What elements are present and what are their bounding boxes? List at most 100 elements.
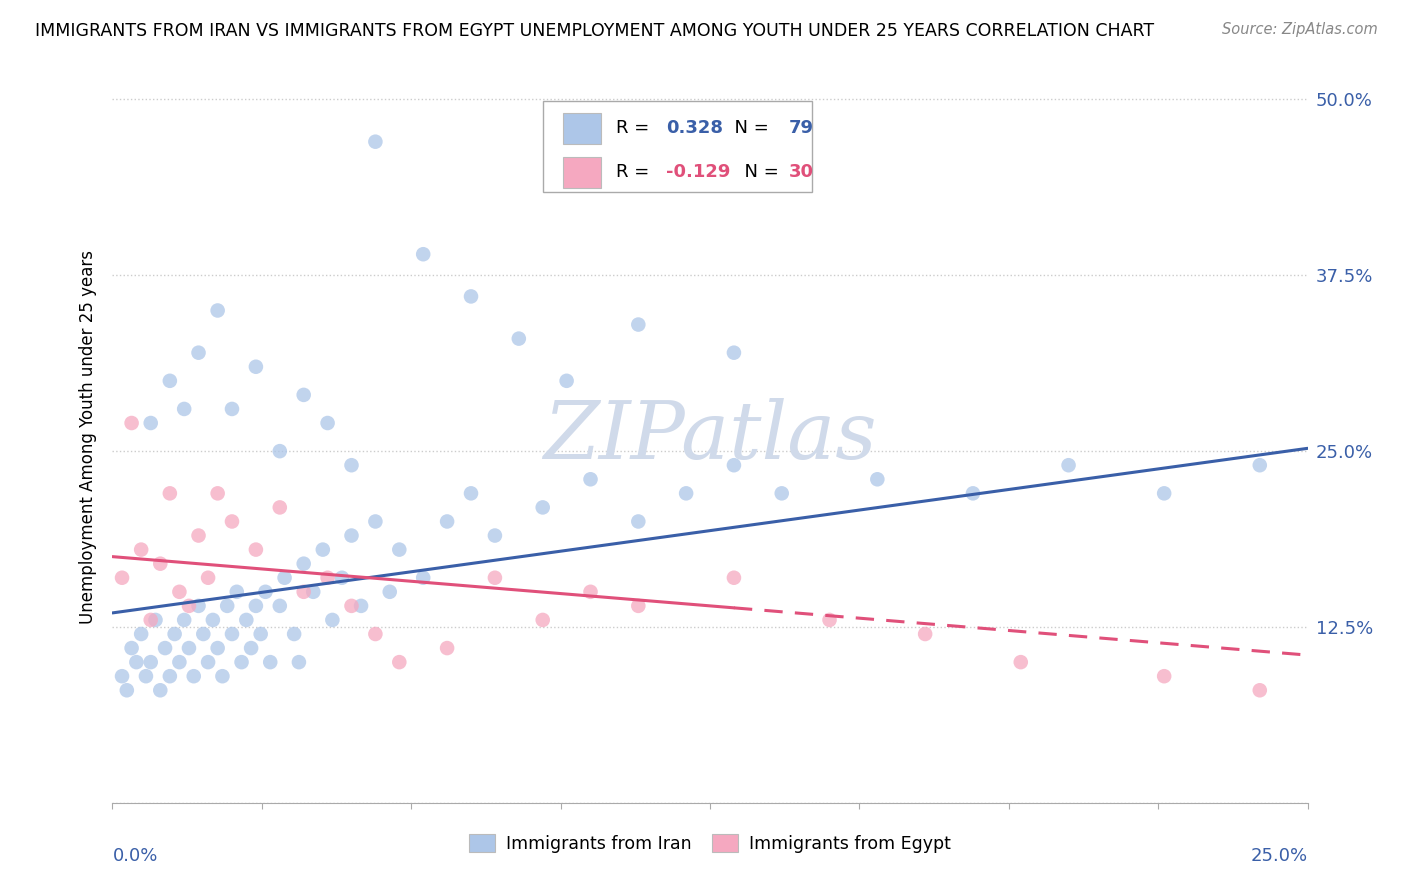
Text: R =: R =	[616, 163, 655, 181]
Point	[149, 683, 172, 698]
Point	[139, 655, 162, 669]
Y-axis label: Unemployment Among Youth under 25 years: Unemployment Among Youth under 25 years	[79, 250, 97, 624]
Point	[173, 401, 195, 416]
Point	[330, 571, 353, 585]
Point	[436, 515, 458, 529]
Text: 25.0%: 25.0%	[1250, 847, 1308, 864]
Point	[207, 486, 229, 500]
Point	[340, 458, 363, 473]
Point	[962, 486, 984, 500]
Point	[193, 627, 215, 641]
Text: N =: N =	[723, 120, 775, 137]
Point	[1010, 655, 1032, 669]
Point	[169, 655, 191, 669]
Point	[818, 613, 841, 627]
Point	[350, 599, 373, 613]
Point	[159, 486, 181, 500]
Point	[269, 599, 291, 613]
Point	[125, 655, 148, 669]
Point	[364, 627, 387, 641]
Point	[245, 599, 267, 613]
Point	[1249, 683, 1271, 698]
Point	[145, 613, 167, 627]
Point	[364, 135, 387, 149]
Point	[187, 345, 209, 359]
Point	[221, 515, 243, 529]
Point	[139, 613, 162, 627]
Point	[627, 318, 650, 332]
Point	[129, 542, 152, 557]
Point	[177, 599, 200, 613]
Point	[254, 584, 277, 599]
Point	[484, 571, 506, 585]
Point	[1249, 458, 1271, 473]
Point	[316, 416, 339, 430]
Point	[111, 669, 134, 683]
Point	[914, 627, 936, 641]
Point	[292, 584, 315, 599]
Point	[221, 401, 243, 416]
Point	[316, 571, 339, 585]
Text: Source: ZipAtlas.com: Source: ZipAtlas.com	[1222, 22, 1378, 37]
Point	[1153, 486, 1175, 500]
Text: ZIPatlas: ZIPatlas	[543, 399, 877, 475]
Point	[139, 416, 162, 430]
Point	[866, 472, 889, 486]
Text: IMMIGRANTS FROM IRAN VS IMMIGRANTS FROM EGYPT UNEMPLOYMENT AMONG YOUTH UNDER 25 : IMMIGRANTS FROM IRAN VS IMMIGRANTS FROM …	[35, 22, 1154, 40]
Text: -0.129: -0.129	[666, 163, 730, 181]
Point	[121, 416, 143, 430]
Point	[283, 627, 305, 641]
Point	[412, 247, 434, 261]
Point	[579, 472, 602, 486]
Point	[169, 584, 191, 599]
Point	[221, 627, 243, 641]
FancyBboxPatch shape	[562, 113, 602, 144]
Point	[723, 458, 745, 473]
Point	[412, 571, 434, 585]
Point	[1057, 458, 1080, 473]
Point	[388, 542, 411, 557]
Point	[770, 486, 793, 500]
Point	[460, 486, 482, 500]
Point	[627, 599, 650, 613]
Point	[364, 515, 387, 529]
Point	[292, 557, 315, 571]
Text: 30: 30	[789, 163, 814, 181]
Point	[135, 669, 157, 683]
Point	[1153, 669, 1175, 683]
Text: N =: N =	[733, 163, 785, 181]
Point	[245, 359, 267, 374]
Point	[173, 613, 195, 627]
Point	[129, 627, 152, 641]
Point	[484, 528, 506, 542]
Point	[579, 584, 602, 599]
Point	[235, 613, 257, 627]
Point	[177, 641, 200, 656]
Point	[723, 345, 745, 359]
Point	[378, 584, 401, 599]
Point	[115, 683, 138, 698]
Point	[240, 641, 263, 656]
Point	[675, 486, 697, 500]
Point	[201, 613, 224, 627]
Text: R =: R =	[616, 120, 655, 137]
Point	[159, 374, 181, 388]
Text: 0.328: 0.328	[666, 120, 723, 137]
Point	[225, 584, 247, 599]
Point	[288, 655, 311, 669]
Point	[531, 500, 554, 515]
Point	[197, 571, 219, 585]
Text: 0.0%: 0.0%	[112, 847, 157, 864]
Point	[207, 303, 229, 318]
Point	[159, 669, 181, 683]
Point	[292, 388, 315, 402]
Point	[249, 627, 271, 641]
Point	[302, 584, 325, 599]
Point	[111, 571, 134, 585]
Point	[460, 289, 482, 303]
Point	[531, 613, 554, 627]
Point	[269, 444, 291, 458]
Point	[211, 669, 233, 683]
Point	[207, 641, 229, 656]
Point	[436, 641, 458, 656]
